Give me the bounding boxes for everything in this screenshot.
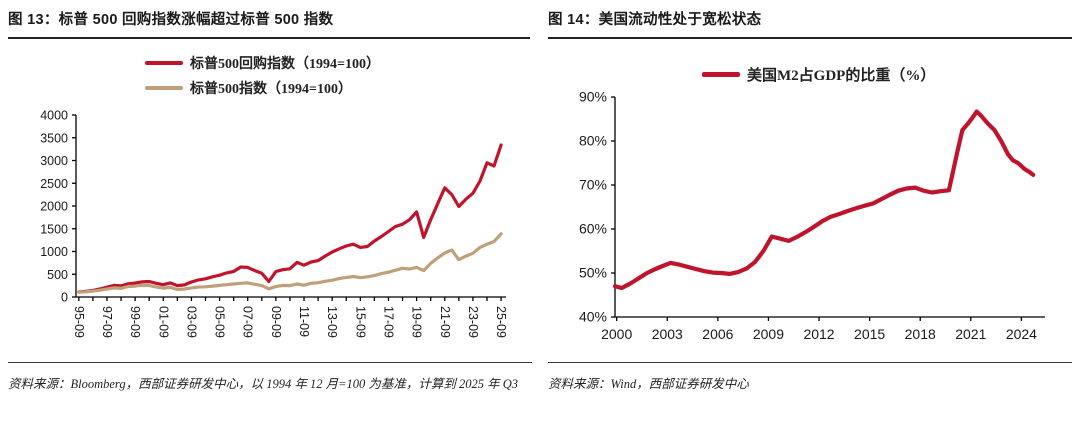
- svg-text:2006: 2006: [702, 326, 733, 342]
- svg-text:70%: 70%: [579, 177, 607, 193]
- svg-text:2003: 2003: [652, 326, 683, 342]
- svg-text:60%: 60%: [579, 221, 607, 237]
- fig14-title: 图 14：美国流动性处于宽松状态: [548, 8, 1072, 39]
- fig14-legend-item-m2: 美国M2占GDP的比重（%）: [702, 64, 935, 85]
- fig13-source-note: 资料来源：Bloomberg，西部证券研发中心，以 1994 年 12 月=10…: [8, 362, 532, 398]
- svg-text:0: 0: [61, 291, 68, 305]
- fig14-chart-svg: 40% 50% 60% 70% 80% 90% 2000 2003 2006 2009 2012 20…: [579, 89, 1045, 342]
- svg-text:11-09: 11-09: [297, 306, 311, 337]
- fig13-legend-label-buyback: 标普500回购指数（1994=100）: [190, 57, 380, 72]
- legend-line-swatch-red: [702, 72, 740, 77]
- svg-text:50%: 50%: [579, 265, 607, 281]
- svg-text:07-09: 07-09: [241, 306, 255, 338]
- svg-text:40%: 40%: [579, 309, 607, 325]
- svg-text:01-09: 01-09: [156, 306, 170, 338]
- legend-line-swatch-tan: [145, 85, 183, 91]
- svg-text:17-09: 17-09: [381, 306, 395, 338]
- svg-text:2012: 2012: [803, 326, 834, 342]
- svg-text:500: 500: [47, 268, 68, 282]
- svg-text:2021: 2021: [955, 326, 986, 342]
- svg-text:13-09: 13-09: [325, 306, 339, 338]
- svg-text:21-09: 21-09: [438, 306, 452, 338]
- svg-text:4000: 4000: [40, 109, 68, 123]
- svg-text:23-09: 23-09: [466, 306, 480, 338]
- svg-text:2000: 2000: [40, 200, 68, 214]
- svg-text:80%: 80%: [579, 133, 607, 149]
- fig13-legend-item-index: 标普500指数（1994=100）: [145, 78, 380, 98]
- svg-text:2000: 2000: [601, 326, 632, 342]
- svg-text:99-09: 99-09: [128, 306, 142, 338]
- svg-text:25-09: 25-09: [494, 306, 508, 338]
- svg-text:97-09: 97-09: [100, 306, 114, 338]
- svg-text:3500: 3500: [40, 131, 68, 145]
- svg-text:1000: 1000: [40, 245, 68, 259]
- svg-text:19-09: 19-09: [410, 306, 424, 338]
- fig13-title: 图 13：标普 500 回购指数涨幅超过标普 500 指数: [8, 8, 530, 39]
- svg-text:03-09: 03-09: [184, 306, 198, 338]
- fig13-legend-label-index: 标普500指数（1994=100）: [190, 82, 352, 97]
- fig13-legend-item-buyback: 标普500回购指数（1994=100）: [145, 53, 380, 73]
- svg-text:2018: 2018: [905, 326, 936, 342]
- fig13-legend: 标普500回购指数（1994=100） 标普500指数（1994=100）: [145, 53, 380, 98]
- svg-text:09-09: 09-09: [269, 306, 283, 338]
- svg-text:1500: 1500: [40, 222, 68, 236]
- svg-text:2015: 2015: [854, 326, 885, 342]
- svg-text:3000: 3000: [40, 154, 68, 168]
- fig14-legend-label-m2: 美国M2占GDP的比重（%）: [747, 68, 936, 84]
- svg-text:90%: 90%: [579, 89, 607, 105]
- svg-text:95-09: 95-09: [72, 306, 86, 338]
- svg-text:2500: 2500: [40, 177, 68, 191]
- svg-text:2024: 2024: [1006, 326, 1037, 342]
- svg-text:05-09: 05-09: [213, 306, 227, 338]
- fig14-legend: 美国M2占GDP的比重（%）: [702, 64, 935, 85]
- svg-text:2009: 2009: [753, 326, 784, 342]
- svg-text:15-09: 15-09: [353, 306, 367, 338]
- fig14-source-note: 资料来源：Wind，西部证券研发中心: [548, 362, 1072, 398]
- legend-line-swatch-red: [145, 60, 183, 66]
- fig13-chart-svg: 0 500 1000 1500 2000 2500 3000 3500 4000 95-09 97-…: [40, 109, 508, 339]
